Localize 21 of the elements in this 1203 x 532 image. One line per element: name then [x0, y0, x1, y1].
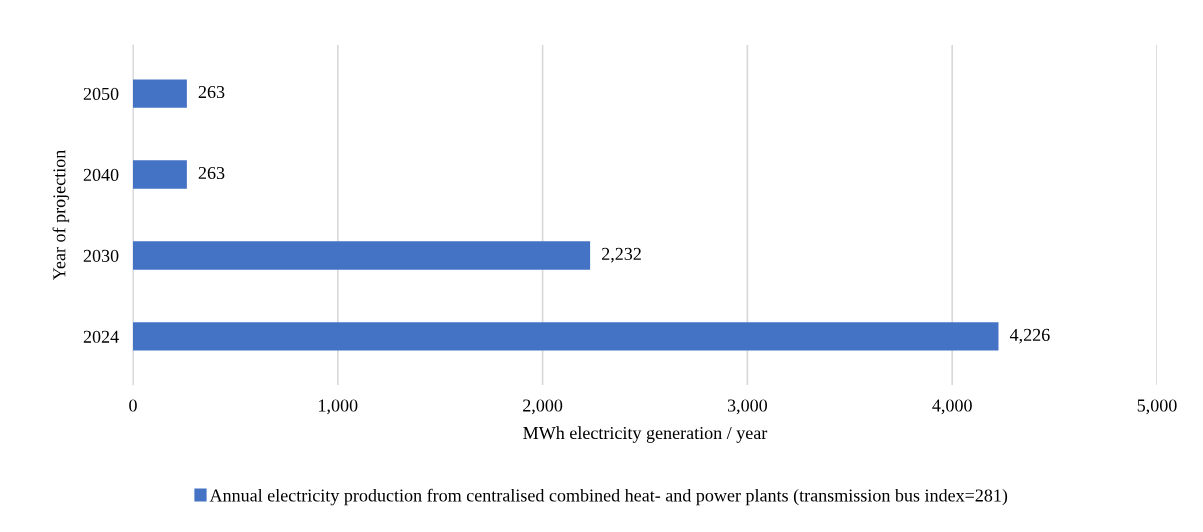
bar	[133, 160, 187, 189]
x-tick-label: 0	[129, 399, 137, 412]
bar	[133, 241, 591, 270]
y-tick-label: 2040	[83, 168, 119, 181]
x-tick-label: 4,000	[932, 399, 972, 415]
x-tick-label: 3,000	[727, 399, 768, 415]
y-tick-label: 2050	[83, 87, 119, 101]
bar	[133, 322, 999, 351]
x-tick-label: 2,000	[523, 399, 563, 415]
data-label: 263	[198, 85, 225, 99]
data-label: 2,232	[602, 247, 641, 263]
x-axis-title: MWh electricity generation / year	[523, 426, 768, 443]
x-tick-label: 5,000	[1137, 399, 1177, 415]
x-tick-label: 1,000	[319, 399, 358, 415]
legend-label: Annual electricity production from centralised combined heat- and power plants (transmission bus index=281)	[209, 488, 1008, 506]
y-tick-label: 2030	[83, 249, 119, 262]
y-axis-title: Year of projection	[52, 150, 70, 281]
data-label: 4,226	[1009, 328, 1050, 344]
data-label: 263	[198, 166, 225, 180]
y-tick-label: 2024	[83, 330, 119, 343]
bar	[133, 79, 187, 108]
